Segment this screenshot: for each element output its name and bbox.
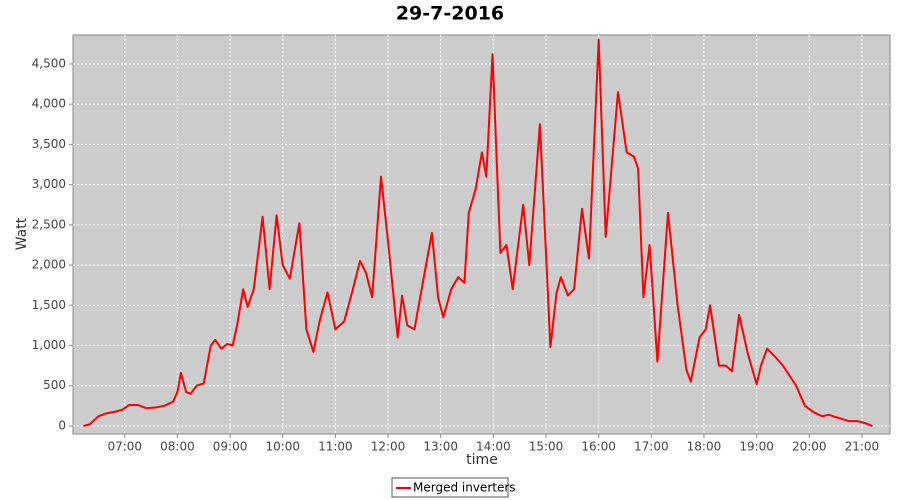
y-tick-label: 0 bbox=[58, 418, 66, 432]
x-tick-label: 21:00 bbox=[845, 440, 880, 454]
plot-area bbox=[72, 34, 891, 435]
chart-title: 29-7-2016 bbox=[396, 3, 504, 25]
x-tick-label: 13:00 bbox=[423, 440, 458, 454]
x-tick-label: 17:00 bbox=[634, 440, 669, 454]
x-tick-label: 16:00 bbox=[581, 440, 616, 454]
legend-label: Merged inverters bbox=[413, 481, 516, 495]
y-tick-label: 1,000 bbox=[32, 338, 66, 352]
y-tick-label: 3,000 bbox=[32, 177, 66, 191]
x-tick-label: 12:00 bbox=[371, 440, 406, 454]
x-tick-label: 19:00 bbox=[739, 440, 774, 454]
x-tick-label: 11:00 bbox=[318, 440, 353, 454]
y-tick-label: 2,500 bbox=[32, 217, 66, 231]
y-axis-label: Watt bbox=[14, 217, 30, 250]
x-tick-label: 18:00 bbox=[687, 440, 722, 454]
legend bbox=[391, 477, 509, 498]
y-tick-label: 500 bbox=[43, 378, 66, 392]
x-tick-label: 15:00 bbox=[529, 440, 564, 454]
y-tick-label: 1,500 bbox=[32, 298, 66, 312]
y-tick-label: 4,500 bbox=[32, 56, 66, 70]
series-line bbox=[83, 38, 873, 427]
y-tick-label: 4,000 bbox=[32, 97, 66, 111]
x-tick-label: 14:00 bbox=[476, 440, 511, 454]
x-axis-label: time bbox=[466, 452, 498, 468]
x-tick-label: 08:00 bbox=[160, 440, 195, 454]
y-tick-label: 3,500 bbox=[32, 137, 66, 151]
x-tick-label: 20:00 bbox=[792, 440, 827, 454]
y-tick-label: 2,000 bbox=[32, 258, 66, 272]
x-tick-label: 09:00 bbox=[213, 440, 248, 454]
x-tick-label: 07:00 bbox=[107, 440, 142, 454]
x-tick-label: 10:00 bbox=[265, 440, 300, 454]
